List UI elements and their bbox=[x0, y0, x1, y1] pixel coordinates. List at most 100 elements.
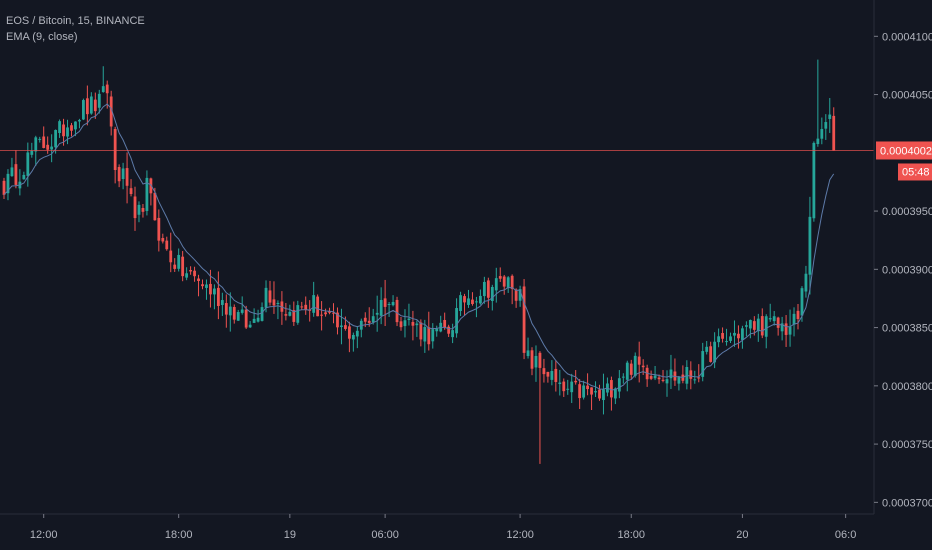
candle-body bbox=[121, 168, 125, 180]
candle-body bbox=[371, 316, 375, 323]
candle-body bbox=[256, 317, 260, 322]
candle-body bbox=[713, 341, 717, 363]
candle-body bbox=[697, 377, 701, 379]
y-tick-label: 0.0003750 bbox=[882, 439, 932, 451]
candle-body bbox=[784, 323, 788, 335]
candle-body bbox=[788, 326, 792, 335]
candle-body bbox=[332, 312, 335, 314]
candle-body bbox=[173, 264, 177, 269]
candle-body bbox=[494, 278, 498, 291]
candle-body bbox=[395, 299, 399, 323]
candle-body bbox=[288, 311, 292, 316]
candle-body bbox=[363, 317, 367, 322]
candle-body bbox=[85, 98, 89, 115]
candle-body bbox=[145, 177, 149, 211]
candle-body bbox=[558, 382, 562, 385]
candle-body bbox=[89, 96, 93, 114]
candle-body bbox=[780, 323, 784, 332]
candle-body bbox=[764, 316, 768, 337]
candle-body bbox=[752, 321, 756, 330]
candle-body bbox=[54, 129, 58, 148]
countdown-badge bbox=[898, 163, 932, 181]
candle-body bbox=[58, 121, 61, 134]
candle-body bbox=[403, 320, 407, 327]
candle-body bbox=[411, 322, 415, 326]
x-tick-label: 06:0 bbox=[835, 529, 856, 541]
candle-body bbox=[594, 391, 597, 393]
candle-body bbox=[741, 328, 744, 340]
y-tick-label: 0.0003850 bbox=[882, 323, 932, 335]
candle-body bbox=[661, 379, 665, 381]
candle-body bbox=[240, 309, 244, 313]
candle-body bbox=[383, 298, 387, 307]
candle-body bbox=[657, 377, 661, 380]
candle-body bbox=[518, 289, 522, 301]
candle-body bbox=[312, 295, 316, 313]
candle-body bbox=[169, 250, 173, 263]
candle-body bbox=[10, 167, 14, 177]
candle-body bbox=[744, 325, 748, 327]
candle-body bbox=[153, 192, 157, 221]
candle-body bbox=[101, 86, 105, 93]
candle-body bbox=[423, 327, 427, 342]
candle-body bbox=[220, 300, 224, 305]
candle-body bbox=[633, 355, 637, 376]
candle-body bbox=[566, 388, 570, 390]
candle-body bbox=[617, 378, 621, 392]
candle-body bbox=[756, 318, 760, 332]
candle-body bbox=[93, 99, 97, 112]
candle-body bbox=[105, 84, 109, 94]
y-tick-label: 0.0004100 bbox=[882, 31, 932, 43]
candle-body bbox=[284, 314, 288, 316]
candle-body bbox=[177, 254, 181, 269]
x-tick-label: 19 bbox=[284, 529, 296, 541]
candle-body bbox=[427, 327, 431, 345]
candle-body bbox=[526, 350, 530, 357]
candle-body bbox=[97, 93, 101, 108]
candle-body bbox=[181, 256, 185, 277]
candle-body bbox=[292, 310, 296, 322]
candle-body bbox=[621, 376, 625, 378]
candle-body bbox=[340, 325, 343, 328]
candle-body bbox=[62, 124, 65, 137]
candle-body bbox=[316, 296, 320, 317]
x-tick-label: 06:00 bbox=[371, 529, 399, 541]
candle-body bbox=[832, 115, 836, 151]
candle-body bbox=[812, 142, 816, 219]
candle-body bbox=[232, 306, 236, 320]
candle-body bbox=[435, 328, 439, 332]
candle-body bbox=[725, 341, 728, 343]
countdown-label: 05:48 bbox=[902, 166, 930, 178]
candle-body bbox=[197, 278, 200, 282]
candle-body bbox=[391, 302, 395, 306]
candle-body bbox=[296, 305, 300, 323]
candle-body bbox=[820, 129, 824, 139]
y-tick-label: 0.0003800 bbox=[882, 381, 932, 393]
candle-body bbox=[471, 299, 474, 305]
candle-body bbox=[637, 356, 641, 365]
candle-body bbox=[641, 365, 645, 368]
candle-body bbox=[800, 288, 804, 316]
candle-body bbox=[709, 346, 713, 362]
candle-body bbox=[375, 312, 379, 315]
candle-body bbox=[530, 350, 534, 369]
candle-body bbox=[717, 336, 720, 343]
candle-body bbox=[677, 377, 681, 384]
candle-body bbox=[260, 307, 264, 321]
candle-body bbox=[236, 312, 240, 321]
candle-body bbox=[455, 308, 458, 334]
candle-body bbox=[137, 204, 141, 215]
candle-body bbox=[248, 324, 252, 328]
candle-body bbox=[2, 180, 6, 195]
candle-body bbox=[213, 288, 216, 295]
candle-body bbox=[554, 368, 558, 382]
candle-body bbox=[482, 281, 486, 297]
candle-body bbox=[733, 332, 736, 336]
candle-body bbox=[129, 188, 133, 195]
candle-body bbox=[602, 389, 605, 401]
candle-body bbox=[157, 217, 161, 241]
candle-body bbox=[399, 321, 403, 328]
candle-body bbox=[792, 313, 796, 325]
